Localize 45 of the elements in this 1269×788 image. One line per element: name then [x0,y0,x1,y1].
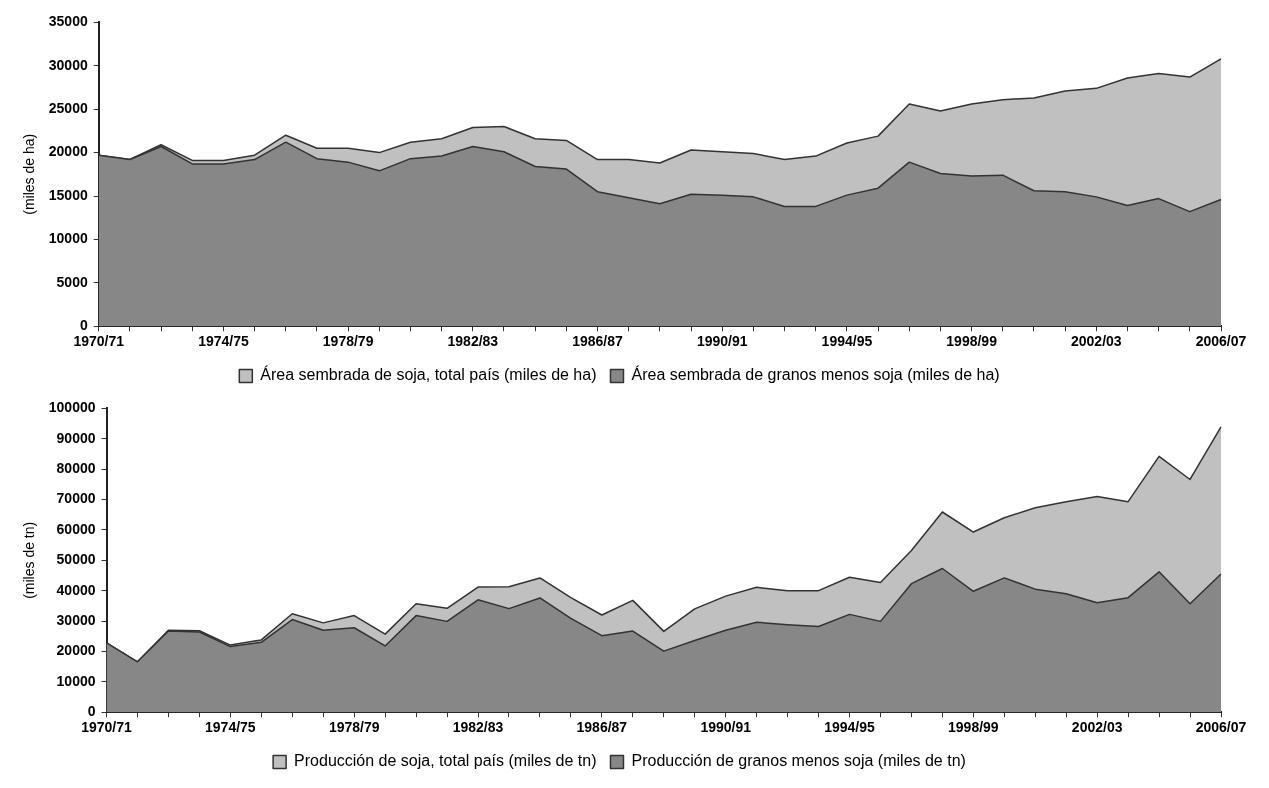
y-tick-label: 50000 [56,551,96,568]
y-tick-label: 30000 [48,56,88,73]
x-tick-label: 1994/95 [824,719,876,736]
y-tick-label: 35000 [48,13,88,30]
x-tick-label: 1990/91 [696,333,748,350]
x-tick-label: 2006/07 [1195,719,1247,736]
y-tick-label: 100000 [48,399,96,416]
legend-label: Producción de soja, total país (miles de tn) [294,752,597,770]
x-tick-label: 1990/91 [700,719,752,736]
x-tick-label: 1982/83 [447,333,499,350]
x-tick-label: 1974/75 [205,719,256,736]
y-tick-label: 90000 [56,429,96,446]
y-tick-label: 30000 [56,611,96,628]
y-tick-label: 60000 [56,520,96,537]
x-tick-label: 1978/79 [328,719,380,736]
x-tick-label: 1994/95 [821,333,873,350]
y-tick-label: 80000 [56,460,96,477]
x-tick-label: 2002/03 [1071,719,1123,736]
y-tick-label: 70000 [56,490,96,507]
y-tick-label: 20000 [48,143,88,160]
y-tick-label: 40000 [56,581,96,598]
y-tick-label: 10000 [48,230,88,247]
legend-label: Área sembrada de granos menos soja (miles de ha) [631,365,1000,384]
x-tick-label: 2006/07 [1195,333,1247,350]
x-tick-label: 1982/83 [452,719,504,736]
y-tick-label: 0 [79,317,88,334]
legend-label: Producción de granos menos soja (miles de tn) [631,752,966,770]
y-tick-label: 5000 [56,273,88,290]
x-tick-label: 1970/71 [81,719,133,736]
x-tick-label: 1986/87 [572,333,624,350]
x-tick-label: 1970/71 [73,333,125,350]
y-tick-label: 25000 [48,100,88,117]
x-tick-label: 2002/03 [1071,333,1122,350]
x-tick-label: 1974/75 [198,333,249,350]
x-tick-label: 1998/99 [946,333,998,350]
y-tick-label: 0 [87,703,96,720]
y-axis-title: (miles de ha) [21,133,38,215]
x-tick-label: 1998/99 [948,719,999,736]
y-axis-title: (miles de tn) [21,521,38,599]
x-tick-label: 1986/87 [576,719,628,736]
y-tick-label: 10000 [56,672,96,689]
legend-label: Área sembrada de soja, total país (miles de ha) [260,365,597,384]
y-tick-label: 20000 [56,642,96,659]
x-tick-label: 1978/79 [322,333,374,350]
y-tick-label: 15000 [48,186,88,203]
